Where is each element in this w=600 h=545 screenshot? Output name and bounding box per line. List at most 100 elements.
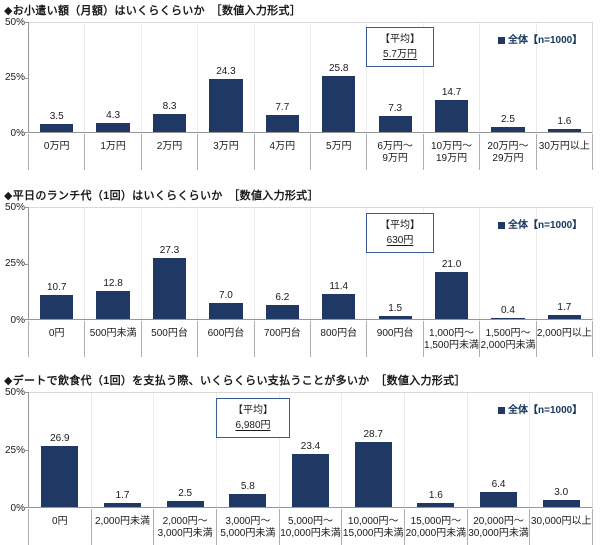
- category-label: 2万円: [140, 134, 197, 170]
- average-label: 【平均】: [380, 220, 420, 231]
- bar: [547, 128, 581, 132]
- bar: [209, 303, 243, 319]
- category-label: 2,000円未満: [90, 509, 154, 545]
- category-label: 1,500円～ 2,000円未満: [479, 321, 535, 357]
- bar-column: 1.7: [90, 393, 154, 507]
- legend-label: 全体【n=1000】: [508, 405, 583, 416]
- average-value: 5.7万円: [383, 49, 417, 60]
- bar-value-label: 1.7: [115, 490, 130, 502]
- y-tick-mark: [24, 132, 29, 133]
- bar: [542, 500, 580, 507]
- bar: [378, 315, 412, 319]
- bar-value-label: 2.5: [178, 488, 193, 500]
- bar: [229, 493, 267, 507]
- bar-value-label: 1.6: [557, 115, 572, 127]
- bar-column: 1.7: [535, 208, 592, 319]
- category-label: 20万円～ 29万円: [479, 134, 535, 170]
- category-label: 700円台: [253, 321, 310, 357]
- bar-column: 12.8: [84, 208, 140, 319]
- category-label: 30,000円以上: [529, 509, 592, 545]
- bar: [96, 122, 130, 132]
- legend-marker-icon: [498, 37, 505, 44]
- bar-column: 14.7: [422, 23, 479, 132]
- category-label: 1万円: [84, 134, 140, 170]
- category-label: 0円: [48, 328, 65, 339]
- category-label: 30万円以上: [535, 134, 592, 170]
- chart-section-date-dining: ◆デートで飲食代（1回）を支払う際、いくらくらい支払うことが多いか ［数値入力形…: [0, 370, 600, 545]
- bar: [434, 272, 469, 319]
- bar: [322, 293, 356, 319]
- plot-area: 【平均】 630円 全体【n=1000】 10.7 12.8 27.3 7.0 6.2 1…: [24, 207, 593, 320]
- x-axis-labels: 0円 500円未満 500円台 600円台 700円台 800円台 900円台 1,000円～…: [28, 321, 593, 357]
- bar-column: 7.7: [253, 23, 310, 132]
- y-axis: 50% 25% 0%: [4, 16, 25, 139]
- bar-column: 1.6: [535, 23, 592, 132]
- category-label: 0円: [52, 516, 68, 527]
- category-label: 900円台: [366, 321, 422, 357]
- y-tick-mark: [24, 263, 29, 265]
- chart-title: ◆デートで飲食代（1回）を支払う際、いくらくらい支払うことが多いか ［数値入力形…: [4, 375, 466, 387]
- bar-column: 11.4: [310, 208, 366, 319]
- bar-value-label: 7.3: [388, 103, 403, 115]
- legend: 全体【n=1000】: [498, 220, 582, 231]
- y-tick-mark: [24, 507, 29, 508]
- bar: [354, 441, 392, 507]
- legend-marker-icon: [498, 222, 505, 229]
- bar-value-label: 1.7: [557, 302, 572, 314]
- bar-value-label: 25.8: [329, 62, 349, 74]
- bar: [491, 318, 525, 319]
- legend-label: 全体【n=1000】: [508, 35, 583, 46]
- bar-value-label: 26.9: [50, 432, 70, 444]
- bar-column: 27.3: [140, 208, 197, 319]
- bar-value-label: 14.7: [441, 86, 462, 98]
- bar: [491, 126, 525, 132]
- category-label: 20,000円～ 30,000円未満: [466, 509, 530, 545]
- category-label: 1,000円～ 1,500円未満: [422, 321, 479, 357]
- bar: [152, 113, 187, 132]
- bar-column: 25.8: [310, 23, 366, 132]
- y-axis: 50% 25% 0%: [4, 201, 25, 326]
- average-box: 【平均】 5.7万円: [366, 27, 434, 67]
- bar-value-label: 11.4: [329, 280, 349, 292]
- category-label: 10,000円～ 15,000円未満: [341, 509, 404, 545]
- average-label: 【平均】: [233, 405, 273, 416]
- chart-section-lunch: ◆平日のランチ代（1回）はいくらくらいか ［数値入力形式］ 50% 25% 0%…: [0, 185, 600, 367]
- category-label: 5,000円～ 10,000円未満: [278, 509, 342, 545]
- bar: [40, 295, 74, 319]
- y-tick-mark: [24, 450, 29, 451]
- average-box: 【平均】 6,980円: [216, 398, 290, 438]
- y-tick-mark: [24, 207, 29, 208]
- y-tick-mark: [24, 22, 29, 23]
- bar: [265, 115, 299, 132]
- bar: [480, 492, 518, 507]
- bar-column: 5.8: [216, 393, 279, 507]
- bar-column: 3.0: [529, 393, 592, 507]
- bar-value-label: 6.2: [275, 292, 290, 304]
- bar-value-label: 5.8: [240, 480, 255, 492]
- category-label: 6万円～ 9万円: [366, 134, 422, 170]
- bar: [209, 79, 243, 132]
- bar: [104, 503, 141, 507]
- bar-column: 0.4: [479, 208, 535, 319]
- average-label: 【平均】: [380, 34, 420, 45]
- bar-value-label: 12.8: [103, 277, 123, 289]
- y-axis: 50% 25% 0%: [4, 386, 25, 514]
- category-label: 800円台: [310, 321, 366, 357]
- bar-value-label: 1.5: [388, 302, 403, 314]
- bar: [547, 315, 581, 319]
- bar-column: 4.3: [84, 23, 140, 132]
- bar: [152, 258, 187, 319]
- bar-column: 21.0: [422, 208, 479, 319]
- average-value: 6,980円: [235, 420, 271, 431]
- bar-value-label: 28.7: [363, 428, 383, 440]
- chart-section-allowance: ◆お小遣い額（月額）はいくらくらいか ［数値入力形式］ 50% 25% 0% 【…: [0, 0, 600, 182]
- bar: [417, 503, 455, 507]
- bar-value-label: 10.7: [46, 282, 67, 294]
- category-label: 500円台: [140, 321, 197, 357]
- legend: 全体【n=1000】: [498, 35, 582, 46]
- bar: [40, 124, 74, 132]
- category-label: 2,000円～ 3,000円未満: [153, 509, 216, 545]
- bar-value-label: 7.7: [275, 102, 290, 114]
- bar-value-label: 27.3: [159, 245, 180, 257]
- category-label: 15,000円～ 20,000円未満: [404, 509, 467, 545]
